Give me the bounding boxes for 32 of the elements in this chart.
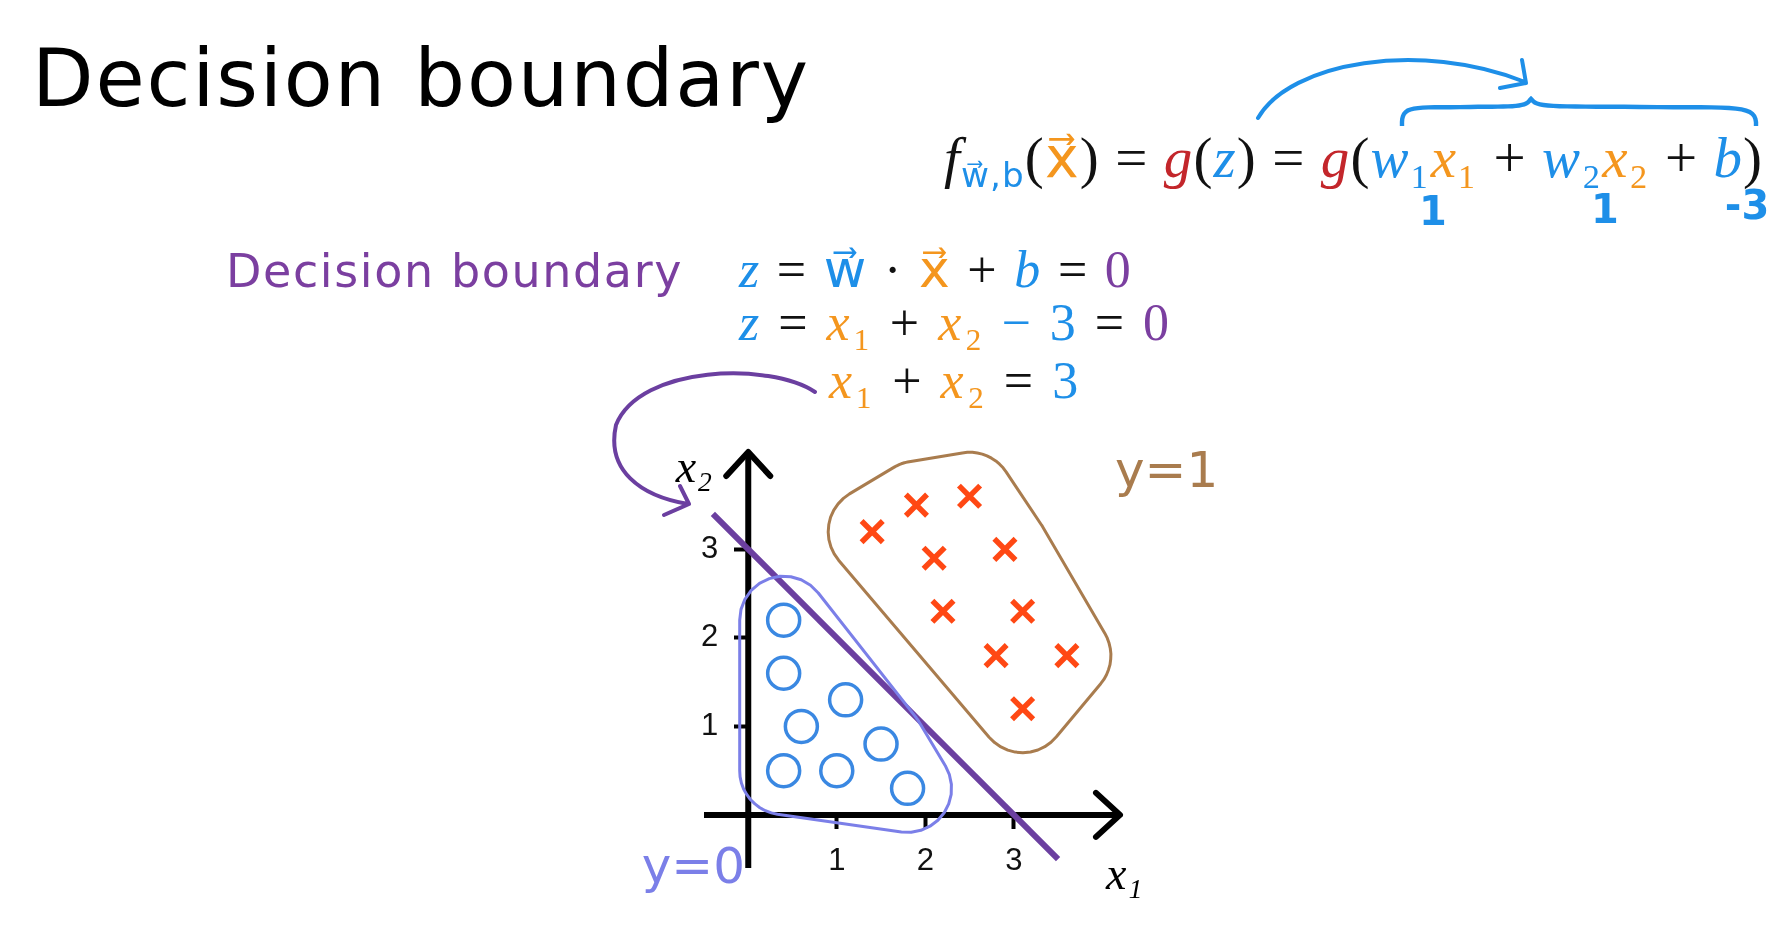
series-label: y=0 (641, 837, 745, 896)
point (765, 602, 802, 638)
text: x₁ + x₂ = 3 (829, 351, 1082, 409)
point (863, 726, 899, 762)
text: 1 (1419, 188, 1447, 234)
point (1053, 642, 1081, 669)
point (783, 708, 820, 745)
point (903, 491, 930, 519)
y-tick-label: 2 (701, 618, 719, 654)
x-tick-label: 3 (1005, 842, 1023, 878)
point (1009, 597, 1036, 625)
x-axis-title: x₁ (1105, 847, 1143, 899)
chart-title: Decision boundary (32, 32, 810, 125)
point (765, 752, 802, 789)
point (991, 536, 1019, 563)
point (827, 682, 864, 718)
point (982, 642, 1010, 669)
point (765, 655, 802, 692)
point (889, 770, 926, 807)
x-tick-label: 2 (916, 842, 934, 878)
text: y=1 (1114, 441, 1219, 500)
x-tick-label: 1 (828, 842, 846, 878)
point (1009, 695, 1036, 723)
y-tick-label: 3 (701, 529, 719, 565)
point (858, 518, 886, 546)
point (920, 544, 948, 572)
text: Decision boundary (226, 243, 683, 298)
point (956, 482, 983, 510)
point (819, 752, 855, 789)
point (929, 597, 957, 625)
y-tick-label: 1 (701, 706, 719, 742)
y-axis-title: x₂ (674, 441, 713, 492)
